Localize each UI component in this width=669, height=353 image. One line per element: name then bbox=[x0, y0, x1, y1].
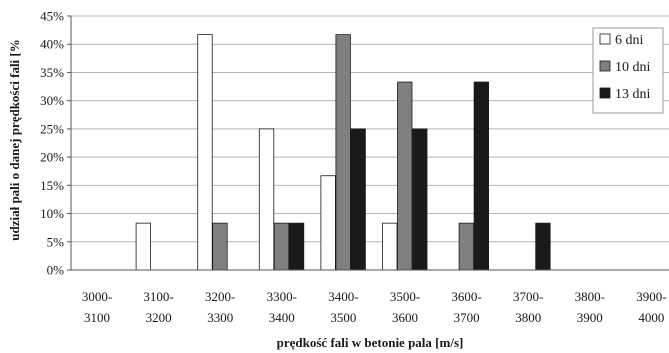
x-tick-label: 3000-3100 bbox=[82, 289, 112, 325]
bar bbox=[382, 222, 398, 271]
legend: 6 dni 10 dni 13 dni bbox=[592, 27, 664, 114]
y-tick-label: 35% bbox=[40, 65, 64, 80]
y-tick-label: 45% bbox=[40, 9, 64, 24]
legend-label: 13 dni bbox=[615, 87, 651, 102]
y-tick-label: 25% bbox=[40, 121, 64, 136]
y-tick-label: 0% bbox=[47, 263, 65, 278]
y-axis-title: udział pali o danej prędkości fali [% bbox=[7, 39, 22, 241]
bar bbox=[473, 81, 490, 271]
bar bbox=[412, 128, 428, 271]
x-tick-label: 3100-3200 bbox=[143, 289, 173, 325]
legend-swatch bbox=[599, 87, 611, 99]
y-tick-label: 5% bbox=[47, 234, 65, 249]
bar bbox=[258, 128, 275, 271]
legend-label: 10 dni bbox=[615, 60, 651, 75]
axes bbox=[70, 16, 669, 271]
y-tick-label: 20% bbox=[40, 150, 64, 165]
y-tick-label: 40% bbox=[40, 37, 64, 52]
bar bbox=[212, 222, 228, 271]
bar bbox=[535, 222, 551, 271]
legend-swatch bbox=[599, 33, 611, 45]
bar bbox=[288, 222, 305, 271]
gridlines bbox=[67, 15, 669, 271]
x-tick-label: 3700-3800 bbox=[513, 289, 543, 325]
x-tick-labels: 3000-3100 3100-3200 3200-3300 3300-3400 3400… bbox=[82, 289, 667, 325]
y-tick-labels: 0% 5% 10% 15% 20% 25% 30% 35% 40% 45% bbox=[40, 9, 64, 278]
x-axis-title: prędkość fali w betonie pala [m/s] bbox=[277, 335, 464, 350]
x-tick-label: 3900-4000 bbox=[636, 289, 666, 325]
bar bbox=[197, 34, 213, 271]
legend-swatch bbox=[599, 60, 611, 72]
y-tick-label: 15% bbox=[40, 178, 64, 193]
x-tick-label: 3300-3400 bbox=[267, 289, 297, 325]
x-tick-label: 3500-3600 bbox=[390, 289, 420, 325]
x-tick-label: 3200-3300 bbox=[205, 289, 235, 325]
x-tick-label: 3400-3500 bbox=[328, 289, 358, 325]
y-tick-label: 30% bbox=[40, 93, 64, 108]
x-tick-label: 3600-3700 bbox=[451, 289, 481, 325]
bar bbox=[350, 128, 366, 271]
bar bbox=[335, 34, 351, 271]
bar bbox=[135, 222, 152, 271]
bars bbox=[135, 34, 551, 271]
x-tick-label: 3800-3900 bbox=[575, 289, 605, 325]
bar bbox=[397, 81, 413, 271]
bar bbox=[458, 222, 475, 271]
legend-label: 6 dni bbox=[615, 33, 644, 48]
bar bbox=[320, 175, 336, 271]
y-tick-label: 10% bbox=[40, 206, 64, 221]
bar bbox=[273, 222, 290, 271]
